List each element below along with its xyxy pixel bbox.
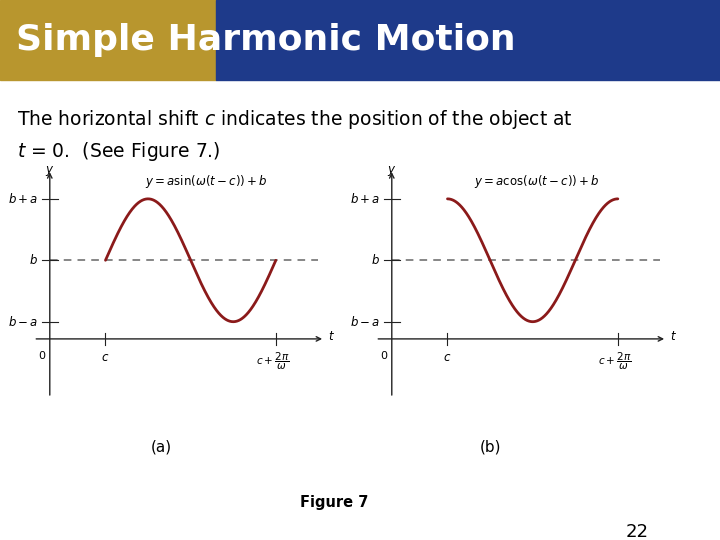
Text: The horizontal shift $c$ indicates the position of the object at: The horizontal shift $c$ indicates the p… — [17, 108, 572, 131]
Text: $b+a$: $b+a$ — [8, 192, 38, 206]
Text: (b): (b) — [480, 440, 501, 455]
Text: $0$: $0$ — [380, 349, 389, 361]
Text: Simple Harmonic Motion: Simple Harmonic Motion — [16, 23, 516, 57]
Text: $b-a$: $b-a$ — [8, 315, 38, 329]
Text: $c+\dfrac{2\pi}{\omega}$: $c+\dfrac{2\pi}{\omega}$ — [598, 351, 631, 373]
Text: $t$: $t$ — [670, 330, 678, 343]
Text: $b-a$: $b-a$ — [350, 315, 380, 329]
Text: $c$: $c$ — [444, 351, 451, 364]
Text: $y = a\cos(\omega(t-c)) + b$: $y = a\cos(\omega(t-c)) + b$ — [474, 173, 599, 190]
Text: $b+a$: $b+a$ — [350, 192, 380, 206]
Text: $b$: $b$ — [372, 253, 380, 267]
Text: $t$: $t$ — [328, 330, 336, 343]
Text: $y$: $y$ — [387, 165, 397, 178]
Text: $c$: $c$ — [102, 351, 109, 364]
Text: 22: 22 — [626, 523, 649, 540]
Text: $c+\dfrac{2\pi}{\omega}$: $c+\dfrac{2\pi}{\omega}$ — [256, 351, 289, 373]
Text: $0$: $0$ — [38, 349, 47, 361]
Text: Figure 7: Figure 7 — [300, 495, 369, 510]
Text: $b$: $b$ — [30, 253, 38, 267]
Bar — [0, 0, 216, 80]
Text: $t$ = 0.  (See Figure 7.): $t$ = 0. (See Figure 7.) — [17, 140, 220, 164]
Text: (a): (a) — [150, 440, 171, 455]
Text: $y = a\sin(\omega(t-c)) + b$: $y = a\sin(\omega(t-c)) + b$ — [145, 173, 268, 190]
Text: $y$: $y$ — [45, 165, 55, 178]
Bar — [216, 0, 720, 80]
